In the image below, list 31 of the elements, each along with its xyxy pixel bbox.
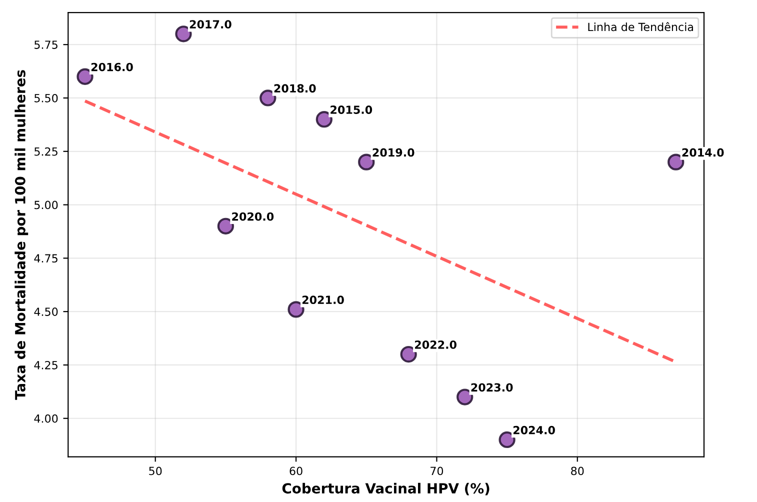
y-tick-label: 5.00: [34, 200, 58, 210]
point: [316, 111, 332, 128]
point: [76, 68, 94, 85]
y-tick-label: 5.75: [34, 40, 58, 49]
annotation: 2019.0: [372, 148, 414, 157]
annotation: 2018.0: [274, 84, 316, 93]
annotation: 2022.0: [415, 340, 456, 349]
x-tick-label: 80: [571, 466, 584, 476]
annotation: 2020.0: [232, 212, 274, 221]
y-tick-label: 5.25: [34, 147, 58, 156]
point: [288, 301, 304, 318]
x-axis-title: Cobertura Vacinal HPV (%): [282, 482, 490, 496]
y-tick-label: 5.50: [34, 94, 58, 102]
y-tick-label: 4.75: [34, 254, 58, 263]
y-axis-title: Taxa de Mortalidade por 100 mil mulheres: [14, 70, 28, 400]
annotation: 2017.0: [190, 20, 232, 29]
y-tick-label: 4.50: [34, 308, 58, 316]
x-tick-label: 50: [149, 466, 162, 476]
legend-label: Linha de Tendência: [588, 22, 693, 32]
point: [498, 431, 516, 448]
annotation: 2023.0: [471, 383, 513, 392]
annotation: 2015.0: [330, 106, 372, 114]
annotation: 2024.0: [513, 426, 555, 434]
y-tick-label: 4.25: [34, 360, 58, 370]
x-tick-label: 70: [430, 466, 444, 476]
y-tick-label: 4.00: [34, 414, 58, 423]
x-tick-label: 60: [290, 466, 302, 476]
annotation: 2021.0: [302, 296, 344, 304]
annotation: 2014.0: [682, 148, 724, 157]
point: [400, 346, 417, 363]
annotation: 2016.0: [91, 62, 133, 72]
